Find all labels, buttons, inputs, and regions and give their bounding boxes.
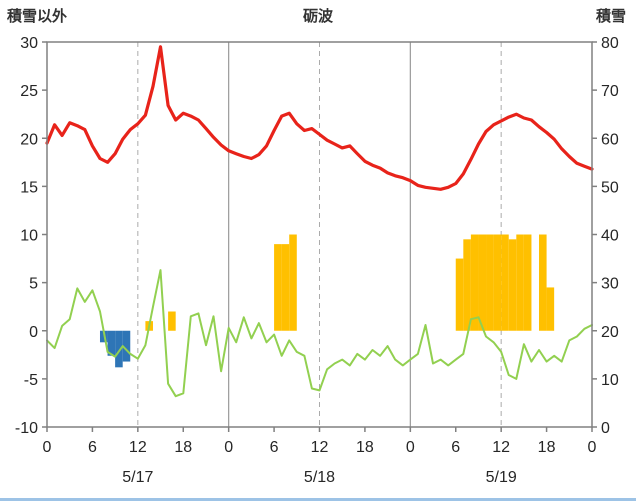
svg-text:6: 6 [270, 439, 279, 456]
svg-text:5/19: 5/19 [486, 469, 517, 486]
orange-bars [145, 234, 555, 331]
svg-text:40: 40 [601, 228, 619, 245]
svg-text:6: 6 [88, 439, 97, 456]
red-line [45, 45, 594, 191]
svg-text:10: 10 [601, 372, 619, 389]
svg-text:20: 20 [20, 131, 38, 148]
svg-text:70: 70 [601, 83, 619, 100]
svg-text:-10: -10 [15, 420, 38, 437]
svg-text:60: 60 [601, 131, 619, 148]
svg-text:12: 12 [492, 439, 510, 456]
left-axis-title: 積雪以外 [7, 8, 68, 25]
svg-text:12: 12 [129, 439, 147, 456]
svg-text:0: 0 [406, 439, 415, 456]
svg-text:18: 18 [356, 439, 374, 456]
svg-text:25: 25 [20, 83, 38, 100]
svg-text:5: 5 [29, 276, 38, 293]
svg-text:10: 10 [20, 228, 38, 245]
svg-text:80: 80 [601, 35, 619, 52]
bottom-divider [0, 498, 636, 501]
green-line [46, 269, 593, 398]
svg-text:18: 18 [538, 439, 556, 456]
chart-title: 砺波 [302, 8, 333, 25]
right-axis-title: 積雪 [595, 8, 626, 25]
svg-text:15: 15 [20, 179, 38, 196]
svg-text:0: 0 [588, 439, 597, 456]
svg-text:0: 0 [29, 324, 38, 341]
svg-text:-5: -5 [24, 372, 38, 389]
svg-text:18: 18 [174, 439, 192, 456]
svg-text:30: 30 [601, 276, 619, 293]
svg-text:5/18: 5/18 [304, 469, 335, 486]
svg-text:6: 6 [451, 439, 460, 456]
svg-text:5/17: 5/17 [122, 469, 153, 486]
svg-text:0: 0 [224, 439, 233, 456]
svg-text:30: 30 [20, 35, 38, 52]
svg-text:12: 12 [311, 439, 329, 456]
gridlines [137, 42, 502, 427]
svg-text:20: 20 [601, 324, 619, 341]
svg-text:0: 0 [43, 439, 52, 456]
svg-text:50: 50 [601, 179, 619, 196]
svg-text:0: 0 [601, 420, 610, 437]
